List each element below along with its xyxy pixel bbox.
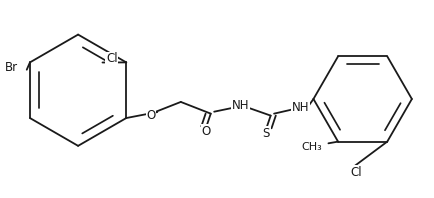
Text: O: O xyxy=(202,125,211,138)
Text: S: S xyxy=(263,127,270,140)
Text: Br: Br xyxy=(5,61,18,74)
Text: NH: NH xyxy=(232,99,250,112)
Text: Cl: Cl xyxy=(350,166,362,179)
Text: CH₃: CH₃ xyxy=(301,142,322,152)
Text: O: O xyxy=(146,109,155,122)
Text: NH: NH xyxy=(292,101,309,114)
Text: Cl: Cl xyxy=(106,52,118,66)
